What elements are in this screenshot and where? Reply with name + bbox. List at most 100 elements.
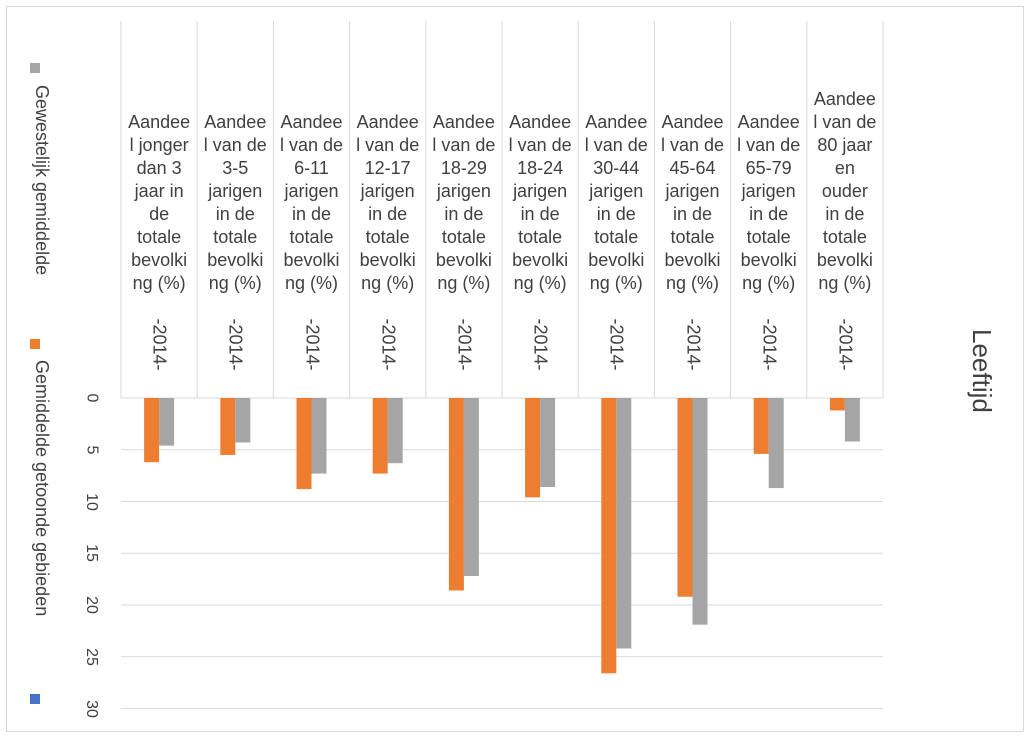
category-label-line: bevolki [283, 250, 340, 270]
category-label-line: jarigen [665, 181, 720, 201]
category-label-line: dan 3 [136, 158, 182, 178]
category-label-line: totale [594, 227, 639, 247]
category-label-line: totale [822, 227, 867, 247]
category-label-line: bevolki [131, 250, 188, 270]
category-label-line: ng (%) [513, 273, 567, 293]
bar-regional [540, 398, 556, 488]
bar-areas [296, 398, 312, 490]
category-label: Aandee l van de 6-11 jarigen in de totale bevo… [274, 111, 350, 295]
category-label-line: in de [291, 204, 332, 224]
category-label-line: jarigen [513, 181, 568, 201]
category-label-line: 18-24 [517, 158, 564, 178]
category-label-line: Aandee [128, 112, 191, 132]
category-label-line: totale [518, 227, 563, 247]
axis-title: Leeftijd [967, 329, 997, 413]
legend-swatch-third [30, 694, 40, 704]
category-label-line: in de [596, 204, 636, 224]
category-label-line: 3-5 [222, 158, 249, 178]
category-label-line: ng (%) [818, 273, 872, 293]
category-label-line: in de [368, 204, 408, 224]
category-label-line: 45-64 [669, 158, 716, 178]
category-label-line: jarigen [436, 181, 491, 201]
category-year-label: -2014- [606, 317, 627, 371]
category-label-line: l jonger [129, 135, 189, 155]
legend-label-regional: Gewestelijk gemiddelde [32, 85, 52, 276]
category-label-line: 6-11 [294, 158, 329, 178]
category-label-line: Aandee [280, 112, 343, 132]
bar-areas [677, 398, 693, 597]
legend-label-areas: Gemiddelde getoonde gebieden [32, 360, 52, 617]
category-label-line: l van de [584, 135, 648, 155]
category-label-line: jarigen [360, 181, 415, 201]
tick-label: 15 [82, 544, 100, 563]
category-label-line: 18-29 [440, 158, 487, 178]
category-label-line: ng (%) [208, 273, 262, 293]
category-label-line: totale [441, 227, 486, 247]
bar-regional [768, 398, 784, 489]
category-label: Aandee l van de 65-79 jarigen in de totale bev… [731, 111, 807, 295]
category-year-label: -2014- [225, 317, 246, 371]
category-label: Aandee l jonger dan 3 jaar in de totale bevolk… [121, 111, 197, 295]
category-label-line: in de [215, 204, 255, 224]
bar-areas [220, 398, 236, 455]
category-label-line: in de [672, 204, 713, 224]
category-year-label: -2014- [454, 317, 475, 371]
category-label-line: l van de [356, 135, 420, 155]
category-label-line: 30-44 [593, 158, 640, 178]
bar-regional [159, 398, 175, 446]
chart-frame: 0 5 10 15 20 25 30 Aandee l jonger dan 3 jaar in de… [6, 6, 1024, 732]
category-label-line: l van de [432, 135, 496, 155]
bar-areas [448, 398, 464, 591]
category-label: Aandee l van de 30-44 jarigen in de totale bev… [578, 111, 654, 295]
category-label-line: Aandee [432, 112, 495, 132]
category-label-line: de [149, 204, 170, 224]
category-label-line: Aandee [585, 112, 648, 132]
bar-regional [311, 398, 327, 474]
category-year-label: -2014- [759, 317, 780, 371]
category-label-line: l van de [508, 135, 572, 155]
legend-swatch-regional [30, 63, 40, 73]
bar-regional [844, 398, 860, 442]
bar-regional [692, 398, 708, 625]
category-label-line: bevolki [359, 250, 416, 270]
category-year-label: -2014- [530, 317, 551, 371]
category-label-line: bevolki [435, 250, 492, 270]
category-year-label: -2014- [835, 317, 856, 371]
category-label-line: ng (%) [589, 273, 643, 293]
category-label-line: in de [749, 204, 789, 224]
category-label-line: ouder [821, 181, 868, 201]
bar-areas [372, 398, 388, 474]
category-label-line: bevolki [207, 250, 264, 270]
category-label-line: ng (%) [361, 273, 415, 293]
category-year-label: -2014- [683, 317, 704, 371]
tick-label: 25 [82, 647, 100, 666]
category-label-line: totale [289, 227, 334, 247]
category-label-line: 12-17 [364, 158, 411, 178]
category-label-line: ng (%) [132, 273, 186, 293]
category-label-line: Aandee [509, 112, 572, 132]
bar-regional [616, 398, 632, 649]
category-label-line: totale [670, 227, 715, 247]
bar-areas [601, 398, 617, 674]
category-label-line: bevolki [664, 250, 721, 270]
category-label-line: in de [520, 204, 560, 224]
tick-label: 20 [82, 596, 100, 614]
bar-regional [235, 398, 251, 443]
bar-regional [387, 398, 403, 464]
category-label-line: bevolki [512, 250, 569, 270]
category-label-line: l van de [279, 135, 344, 155]
category-year-label: -2014- [302, 317, 323, 371]
category-label: Aandee l van de 12-17 jarigen in de totale bev… [350, 111, 426, 295]
tick-label: 10 [82, 492, 100, 511]
category-label-line: Aandee [204, 112, 267, 132]
category-label-line: en [834, 158, 855, 178]
category-label-line: Aandee [356, 112, 419, 132]
category-label-line: jaar in [134, 181, 184, 201]
category-label: Aandee l van de 18-24 jarigen in de totale bev… [502, 111, 578, 295]
category-year-label: -2014- [378, 317, 399, 371]
category-label-line: ng (%) [437, 273, 491, 293]
category-label: Aandee l van de 3-5 jarigen in de totale bevol… [197, 111, 273, 295]
bar-areas [829, 398, 845, 411]
category-label-line: l van de [203, 135, 267, 155]
category-label-line: Aandee [813, 89, 876, 109]
